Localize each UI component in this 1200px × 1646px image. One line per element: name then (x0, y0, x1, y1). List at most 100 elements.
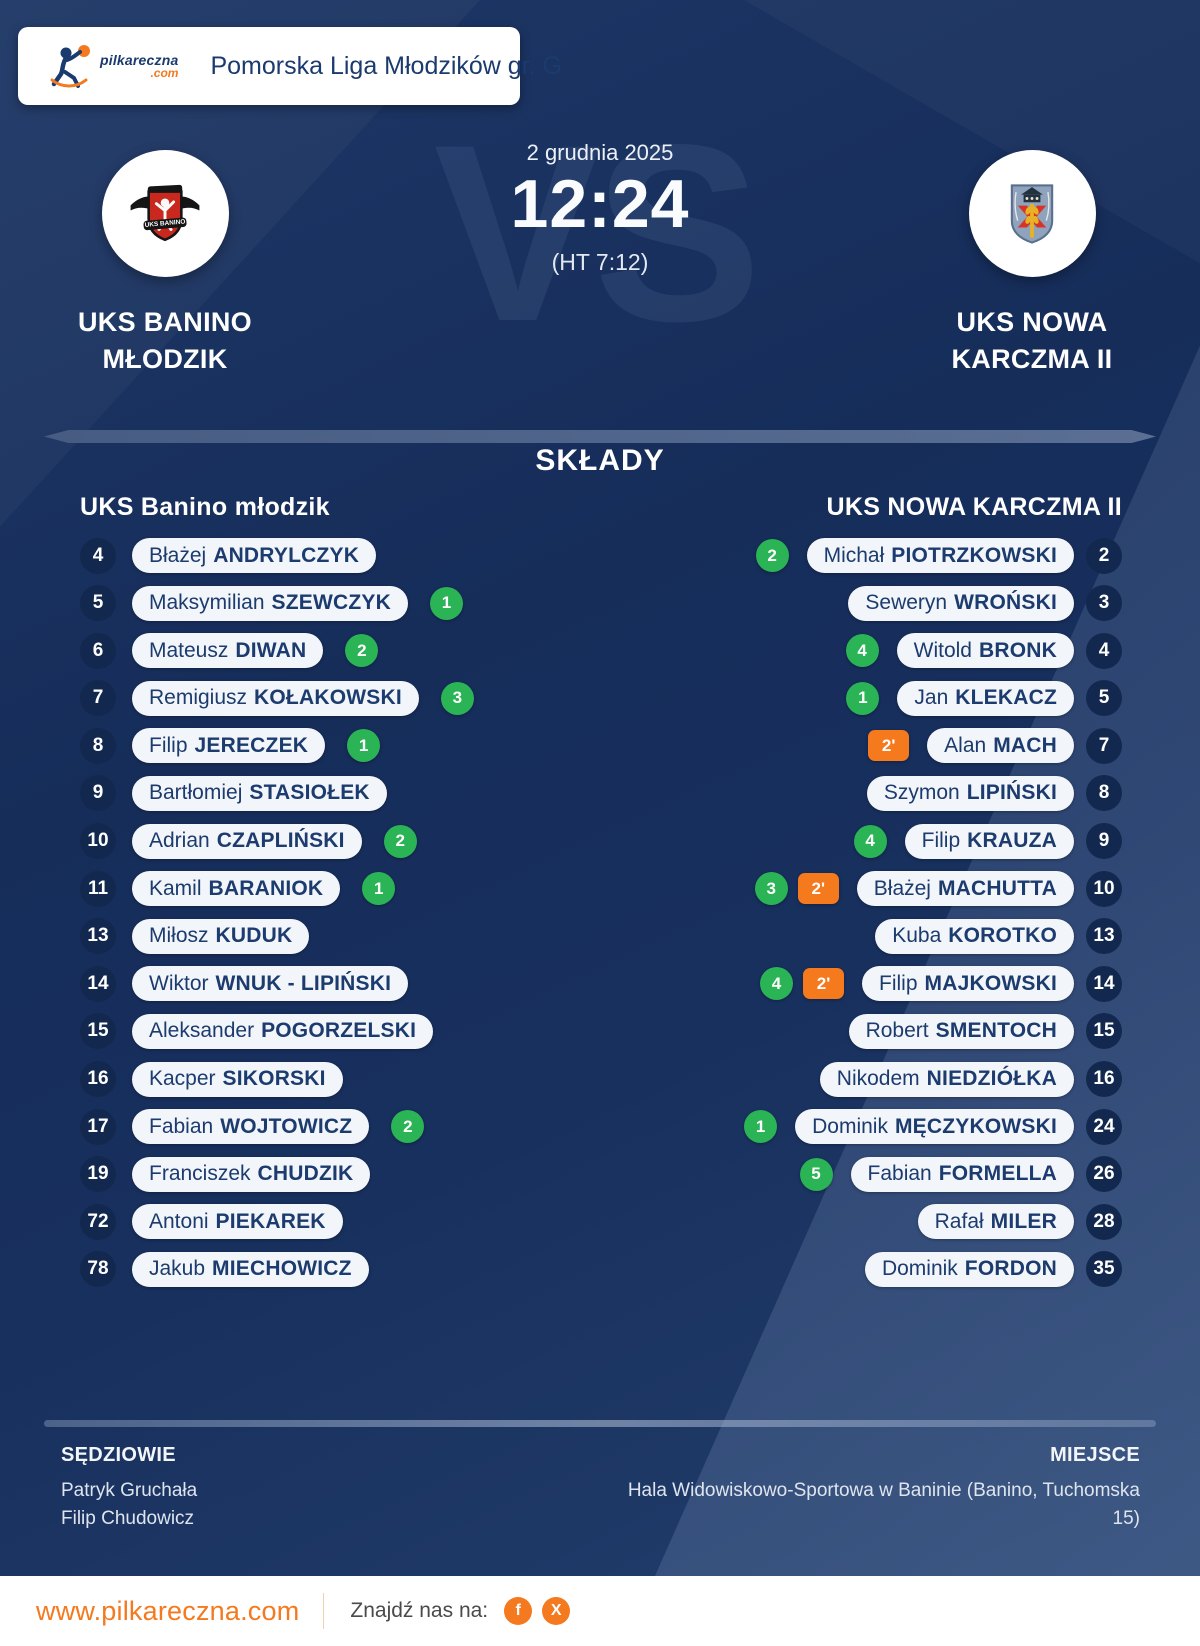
player-name-pill: Nikodem NIEDZIÓŁKA (819, 1061, 1074, 1097)
player-name-pill: Aleksander POGORZELSKI (132, 1013, 434, 1049)
player-last-name: WOJTOWICZ (220, 1114, 353, 1138)
goals-badge: 2 (755, 539, 789, 572)
player-last-name: PIOTRZKOWSKI (891, 543, 1057, 567)
goals-badge: 3 (754, 872, 788, 906)
player-row: 78 Jakub MIECHOWICZ (80, 1251, 583, 1288)
player-first-name: Wiktor (149, 971, 209, 995)
lineups-title: SKŁADY (535, 444, 665, 477)
player-last-name: KRAUZA (967, 829, 1057, 853)
player-name-pill: Miłosz KUDUK (132, 918, 310, 954)
player-first-name: Kuba (892, 924, 942, 948)
goals-badge: 5 (799, 1157, 833, 1191)
player-last-name: POGORZELSKI (261, 1019, 417, 1043)
player-number: 24 (1086, 1108, 1122, 1145)
player-row: Rafał MILER 28 (619, 1203, 1122, 1240)
penalty-badge: 2' (803, 968, 845, 1000)
website-link[interactable]: www.pilkareczna.com (36, 1595, 300, 1626)
referee-name: Patryk Gruchała (61, 1480, 198, 1501)
home-team-name-line2: MŁODZIK (102, 344, 228, 375)
player-last-name: CZAPLIŃSKI (216, 829, 345, 853)
venue-line: Hala Widowiskowo-Sportowa w Baninie (Ban… (627, 1480, 1140, 1501)
player-row: 1 Dominik MĘCZYKOWSKI 24 (619, 1108, 1122, 1145)
player-first-name: Robert (865, 1019, 929, 1043)
x-icon[interactable]: X (542, 1597, 571, 1625)
player-number: 17 (80, 1108, 116, 1145)
facebook-icon[interactable]: f (504, 1597, 533, 1625)
player-name-pill: Maksymilian SZEWCZYK (132, 585, 408, 621)
home-lineup-column: UKS Banino młodzik 4 Błażej ANDRYLCZYK 5 Mak… (80, 493, 583, 1300)
player-row: 4 Witold BRONK 4 (619, 632, 1122, 669)
bottom-divider (44, 1420, 1156, 1427)
player-row: Robert SMENTOCH 15 (619, 1013, 1122, 1050)
player-row: 14 Wiktor WNUK - LIPIŃSKI (80, 965, 583, 1002)
player-name-pill: Jakub MIECHOWICZ (132, 1251, 369, 1287)
player-row: 4 2' Filip MAJKOWSKI 14 (619, 965, 1122, 1002)
player-number: 2 (1086, 537, 1122, 574)
player-row: 2' Alan MACH 7 (619, 727, 1122, 764)
player-name-pill: Mateusz DIWAN (132, 633, 324, 669)
brand-header-card: pilkareczna .com Pomorska Liga Młodzików… (18, 27, 562, 105)
footer-separator (323, 1593, 325, 1629)
player-name-pill: Michał PIOTRZKOWSKI (806, 538, 1074, 573)
player-first-name: Witold (913, 638, 972, 662)
player-last-name: FORMELLA (938, 1162, 1057, 1186)
player-last-name: SZEWCZYK (271, 591, 391, 615)
away-team-name: UKS NOWA KARCZMA II (952, 304, 1113, 379)
arrow-divider (44, 430, 1156, 443)
player-last-name: KOROTKO (948, 924, 1057, 948)
player-first-name: Nikodem (836, 1067, 920, 1091)
player-first-name: Dominik (812, 1114, 888, 1138)
player-last-name: LIPIŃSKI (966, 781, 1057, 805)
player-row: 3 2' Błażej MACHUTTA 10 (619, 870, 1122, 907)
player-row: 16 Kacper SIKORSKI (80, 1061, 583, 1098)
player-number: 15 (1086, 1013, 1122, 1050)
player-row: 15 Aleksander POGORZELSKI (80, 1013, 583, 1050)
player-number: 15 (80, 1013, 116, 1050)
player-last-name: BARANIOK (208, 876, 324, 900)
home-player-list: 4 Błażej ANDRYLCZYK 5 Maksymilian SZEWCZYK 1 6 M… (80, 537, 583, 1288)
player-first-name: Kamil (149, 876, 202, 900)
player-name-pill: Błażej ANDRYLCZYK (132, 538, 377, 573)
brand-wordmark: pilkareczna .com (100, 52, 178, 80)
player-last-name: FORDON (964, 1257, 1057, 1281)
player-name-pill: Szymon LIPIŃSKI (866, 775, 1074, 811)
goals-badge: 1 (362, 872, 396, 906)
player-first-name: Szymon (883, 781, 960, 805)
player-number: 26 (1086, 1156, 1122, 1193)
away-team-name-line2: KARCZMA II (951, 344, 1113, 375)
player-last-name: WNUK - LIPIŃSKI (215, 971, 392, 995)
league-title: Pomorska Liga Młodzików gr. G (210, 51, 562, 80)
player-last-name: SIKORSKI (222, 1067, 326, 1091)
player-name-pill: Filip MAJKOWSKI (862, 966, 1074, 1002)
player-row: Szymon LIPIŃSKI 8 (619, 775, 1122, 812)
player-row: 5 Maksymilian SZEWCZYK 1 (80, 585, 583, 622)
player-first-name: Błażej (149, 543, 207, 567)
player-name-pill: Robert SMENTOCH (848, 1013, 1074, 1049)
player-name-pill: Dominik FORDON (864, 1251, 1074, 1287)
player-last-name: BRONK (979, 638, 1057, 662)
player-name-pill: Błażej MACHUTTA (856, 871, 1074, 907)
home-team-crest-icon: UKS BANINO (101, 150, 229, 277)
player-row: 4 Błażej ANDRYLCZYK (80, 537, 583, 574)
player-first-name: Mateusz (149, 638, 229, 662)
player-name-pill: Franciszek CHUDZIK (132, 1156, 371, 1192)
away-team-crest-icon (968, 150, 1096, 277)
player-name-pill: Wiktor WNUK - LIPIŃSKI (132, 966, 409, 1002)
player-name-pill: Dominik MĘCZYKOWSKI (795, 1109, 1074, 1145)
player-number: 6 (80, 632, 116, 669)
lineups-section: SKŁADY UKS Banino młodzik 4 Błażej ANDRYLC… (0, 444, 1200, 1300)
player-last-name: NIEDZIÓŁKA (926, 1067, 1057, 1091)
referees-label: SĘDZIOWIE (61, 1444, 176, 1466)
player-name-pill: Kuba KOROTKO (875, 918, 1074, 954)
player-row: 8 Filip JERECZEK 1 (80, 727, 583, 764)
player-row: 19 Franciszek CHUDZIK (80, 1156, 583, 1193)
player-number: 3 (1086, 585, 1122, 622)
player-number: 7 (80, 680, 116, 717)
player-number: 14 (80, 965, 116, 1002)
officials-section: SĘDZIOWIE Patryk Gruchała Filip Chudowic… (61, 1444, 1140, 1533)
player-last-name: KLEKACZ (955, 686, 1057, 710)
player-number: 19 (80, 1156, 116, 1193)
player-first-name: Adrian (149, 829, 210, 853)
player-name-pill: Fabian FORMELLA (850, 1156, 1074, 1192)
